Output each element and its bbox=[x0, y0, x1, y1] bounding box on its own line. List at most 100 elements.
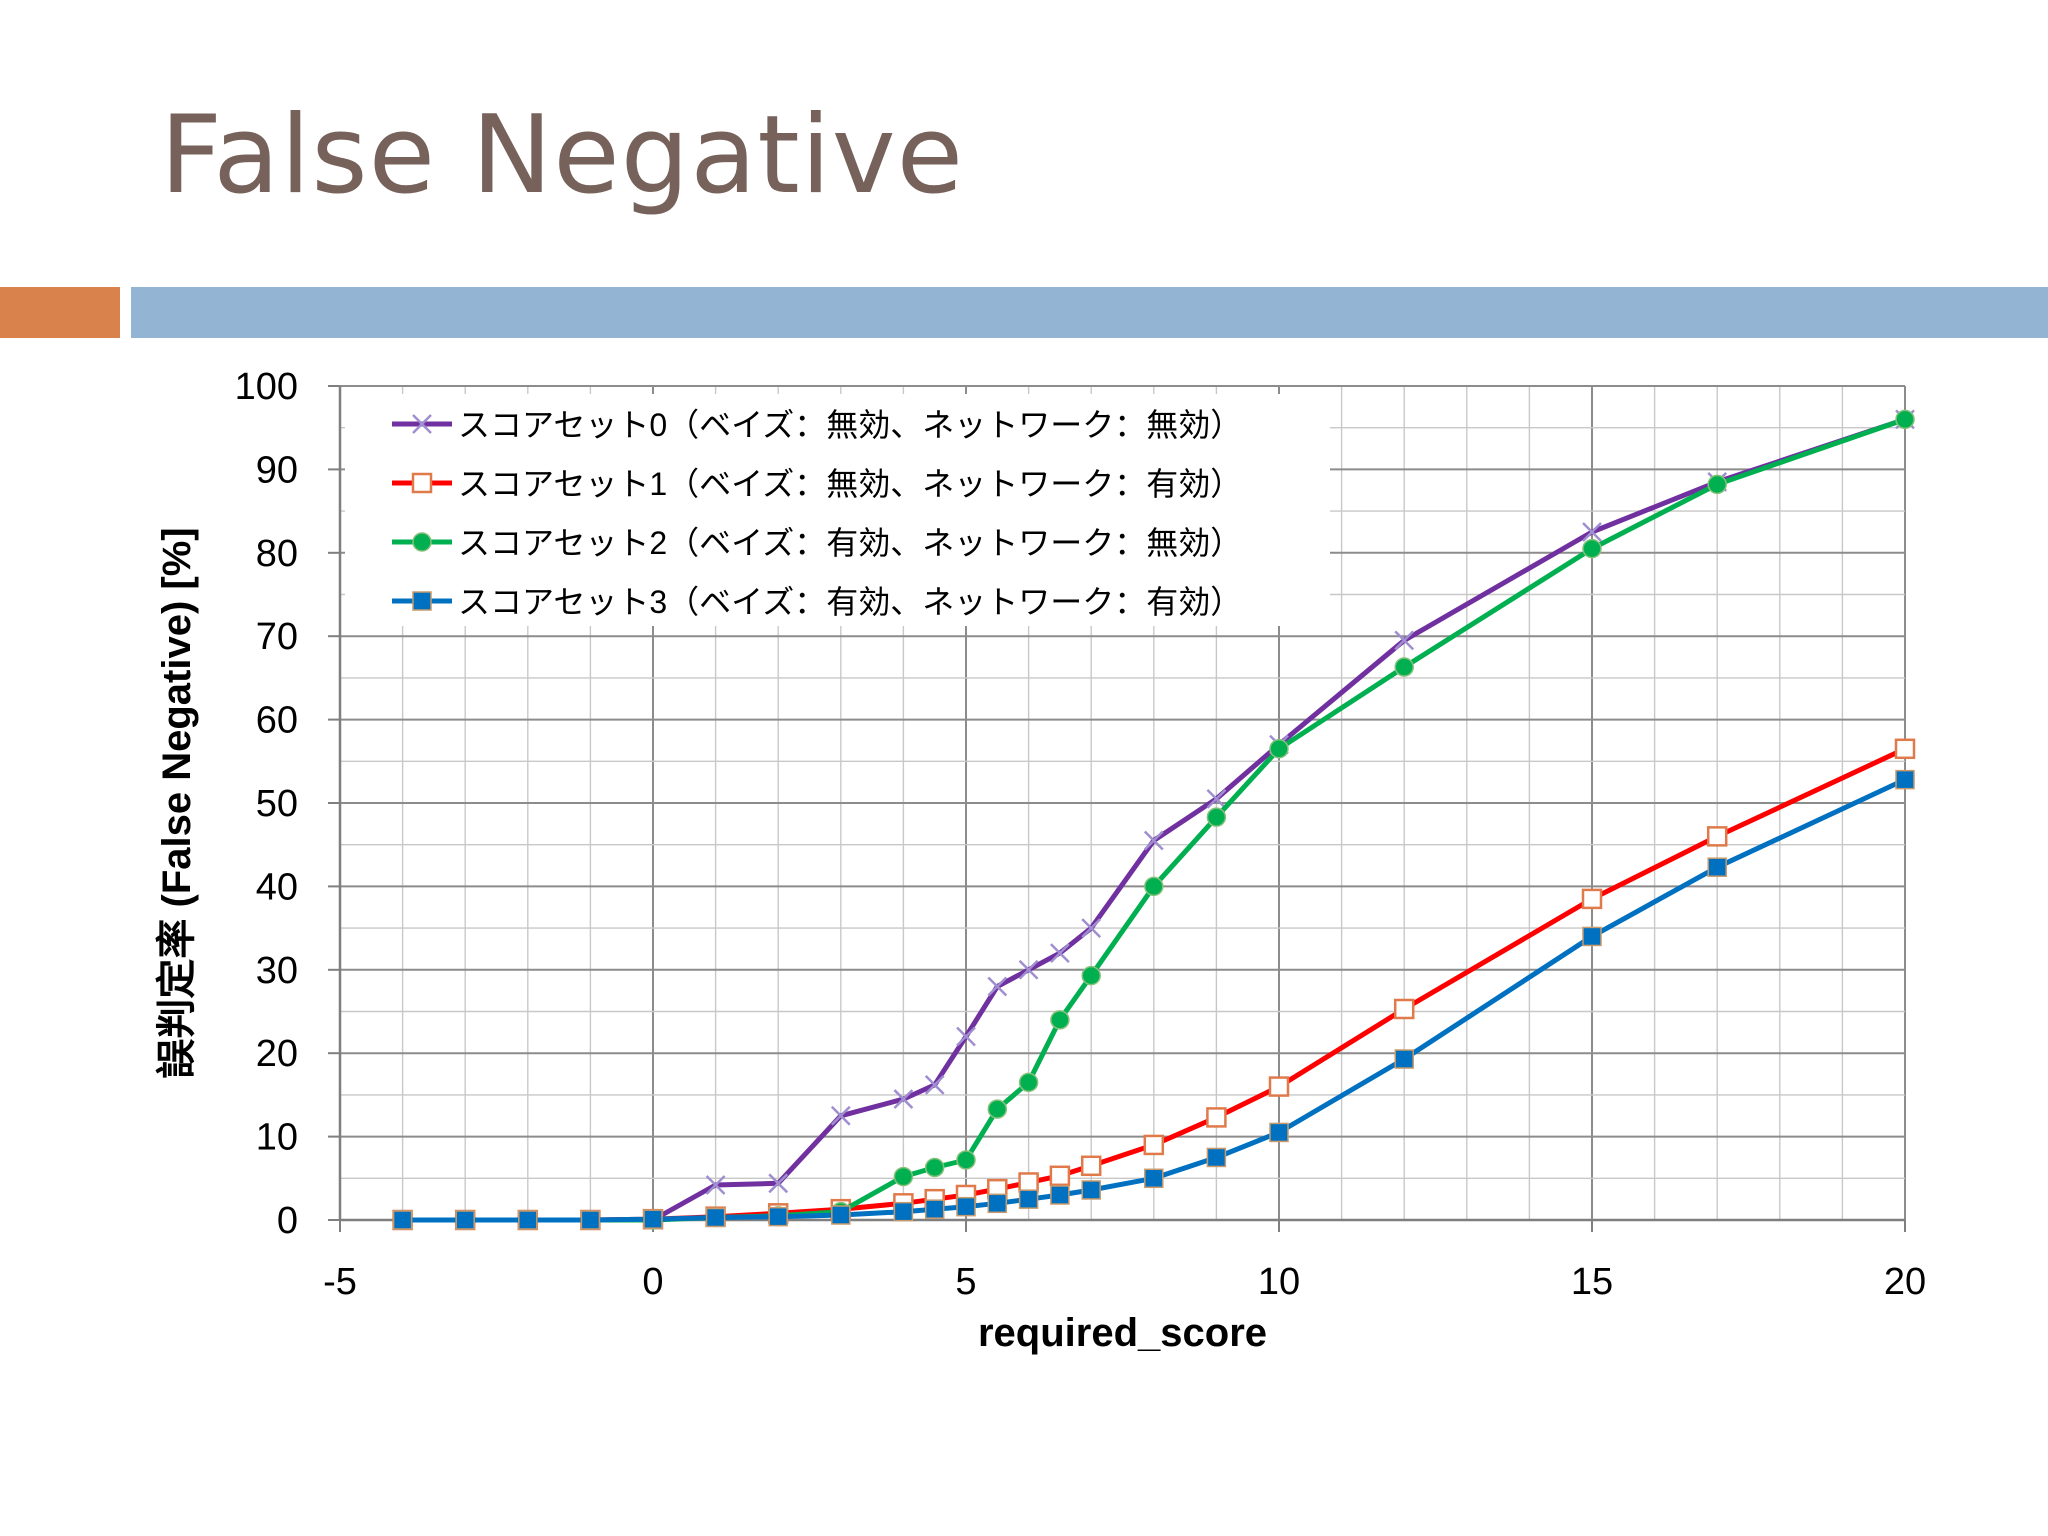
data-point bbox=[1049, 1165, 1071, 1187]
y-tick-label: 50 bbox=[256, 783, 298, 825]
data-point bbox=[580, 1210, 601, 1230]
data-point bbox=[518, 1210, 538, 1230]
data-point bbox=[987, 1193, 1008, 1214]
y-tick-label: 80 bbox=[256, 533, 298, 575]
data-point bbox=[1269, 1122, 1289, 1143]
data-point bbox=[924, 1157, 945, 1178]
x-tick-label: 10 bbox=[1258, 1261, 1300, 1303]
legend-label: スコアセット2（ベイズ：有効、ネットワーク：無効） bbox=[458, 525, 1242, 561]
y-tick-label: 100 bbox=[235, 366, 298, 408]
x-tick-label: 0 bbox=[642, 1261, 663, 1303]
series-lines bbox=[392, 409, 1916, 1231]
data-point bbox=[1707, 857, 1727, 877]
data-point bbox=[1018, 1189, 1039, 1209]
x-tick-label: 5 bbox=[955, 1261, 976, 1303]
data-point bbox=[893, 1201, 914, 1222]
data-point bbox=[1018, 1072, 1039, 1093]
data-point bbox=[1143, 1134, 1165, 1156]
accent-bar-blue bbox=[131, 287, 2048, 338]
x-tick-label: -5 bbox=[323, 1261, 357, 1303]
data-point bbox=[1050, 1185, 1070, 1205]
y-tick-label: 70 bbox=[256, 616, 298, 658]
data-point bbox=[705, 1207, 726, 1228]
legend-entry-3: スコアセット3（ベイズ：有効、ネットワーク：有効） bbox=[392, 584, 1242, 620]
data-point bbox=[1206, 807, 1227, 827]
data-point bbox=[1393, 998, 1415, 1020]
y-tick-label: 60 bbox=[256, 700, 298, 742]
accent-bar-orange bbox=[0, 287, 120, 338]
data-point bbox=[956, 1150, 976, 1170]
data-point bbox=[1706, 826, 1728, 847]
y-tick-label: 10 bbox=[256, 1117, 298, 1159]
data-point bbox=[1081, 965, 1101, 986]
data-point bbox=[1582, 926, 1602, 947]
data-point bbox=[1581, 888, 1603, 910]
legend-entry-0: スコアセット0（ベイズ：無効、ネットワーク：無効） bbox=[392, 407, 1242, 443]
data-point bbox=[1895, 409, 1915, 430]
legend-label: スコアセット0（ベイズ：無効、ネットワーク：無効） bbox=[458, 407, 1242, 443]
data-point bbox=[1144, 1168, 1164, 1189]
data-point bbox=[768, 1206, 788, 1227]
legend-label: スコアセット1（ベイズ：無効、ネットワーク：有効） bbox=[458, 466, 1242, 502]
legend-swatch-marker bbox=[411, 472, 433, 494]
legend-box bbox=[345, 394, 1330, 626]
data-point bbox=[1394, 657, 1414, 677]
data-point bbox=[1268, 1076, 1290, 1097]
x-tick-label: 20 bbox=[1884, 1261, 1926, 1303]
x-axis-title: required_score bbox=[978, 1311, 1267, 1355]
legend-label: スコアセット3（ベイズ：有効、ネットワーク：有効） bbox=[458, 584, 1242, 620]
data-point bbox=[1080, 1155, 1102, 1177]
data-point bbox=[893, 1166, 914, 1187]
legend: スコアセット0（ベイズ：無効、ネットワーク：無効） スコアセット1（ベイズ：無効、… bbox=[345, 394, 1330, 626]
legend-entry-2: スコアセット2（ベイズ：有効、ネットワーク：無効） bbox=[392, 525, 1242, 561]
legend-entry-1: スコアセット1（ベイズ：無効、ネットワーク：有効） bbox=[392, 466, 1242, 502]
legend-swatch-marker bbox=[412, 414, 432, 434]
data-point bbox=[1895, 769, 1915, 790]
data-point bbox=[956, 1026, 976, 1047]
data-point bbox=[1143, 830, 1164, 851]
series-line-3 bbox=[400, 777, 1908, 1223]
series-3 bbox=[392, 769, 1915, 1230]
data-point bbox=[1394, 1049, 1414, 1069]
data-point bbox=[1050, 943, 1070, 964]
data-point bbox=[1394, 630, 1415, 651]
data-point bbox=[455, 1210, 475, 1230]
data-point bbox=[643, 1209, 663, 1229]
data-point bbox=[893, 1089, 914, 1109]
data-point bbox=[1894, 738, 1916, 760]
data-point bbox=[830, 1105, 851, 1126]
y-tick-label: 30 bbox=[256, 950, 298, 992]
data-point bbox=[392, 1210, 413, 1230]
data-point bbox=[1582, 522, 1602, 542]
data-point bbox=[1582, 538, 1602, 559]
data-point bbox=[1206, 1107, 1227, 1128]
data-point bbox=[987, 976, 1008, 997]
data-point bbox=[1206, 1147, 1227, 1168]
data-point bbox=[1269, 739, 1289, 759]
data-point bbox=[924, 1199, 945, 1219]
y-tick-label: 40 bbox=[256, 866, 298, 908]
y-tick-label: 90 bbox=[256, 449, 298, 491]
data-point bbox=[1206, 788, 1227, 809]
data-point bbox=[768, 1173, 789, 1194]
data-point bbox=[1081, 1180, 1101, 1200]
data-point bbox=[956, 1196, 976, 1217]
data-point bbox=[987, 1099, 1008, 1119]
y-axis-title: 誤判定率 (False Negative) [%] bbox=[155, 527, 199, 1078]
slide-title: False Negative bbox=[160, 93, 965, 218]
data-point bbox=[1018, 1172, 1039, 1193]
data-point bbox=[1144, 876, 1164, 897]
y-tick-label: 20 bbox=[256, 1033, 298, 1075]
legend-swatch-marker bbox=[412, 532, 432, 552]
y-tick-label: 0 bbox=[277, 1200, 298, 1242]
x-tick-label: 15 bbox=[1571, 1261, 1613, 1303]
data-point bbox=[1707, 474, 1727, 495]
axis-labels: -5 0 5 10 15 20 0 10 20 30 40 50 60 70 80 90 100 required… bbox=[155, 366, 1926, 1355]
data-point bbox=[1018, 959, 1039, 980]
data-point bbox=[705, 1175, 726, 1195]
data-point bbox=[1050, 1010, 1070, 1030]
data-point bbox=[924, 1075, 945, 1095]
legend-swatch-marker bbox=[412, 591, 432, 611]
